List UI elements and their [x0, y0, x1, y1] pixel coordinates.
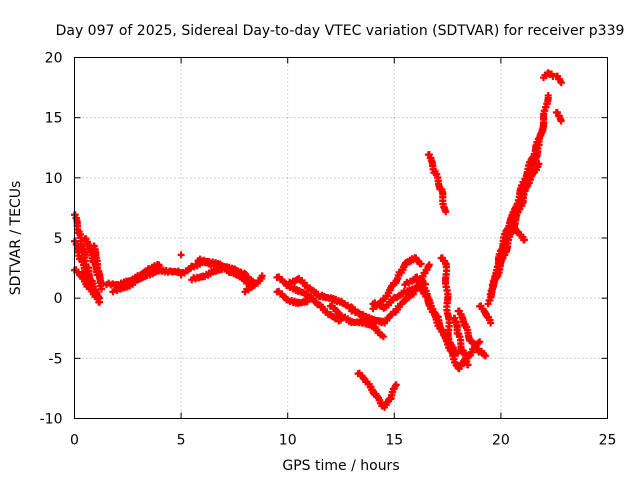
- y-tick-label: -10: [40, 412, 63, 428]
- data-point: [557, 117, 565, 125]
- data-point: [155, 262, 163, 270]
- data-points: [71, 69, 565, 411]
- series-track-35: [354, 369, 400, 411]
- data-point: [535, 160, 543, 168]
- series-track-12: [241, 272, 266, 296]
- y-tick-labels: -10 -5 0 5 10 15 20: [40, 51, 63, 428]
- series-track-29: [488, 120, 547, 289]
- y-axis-label: SDTVAR / TECUs: [8, 181, 24, 296]
- data-point: [520, 236, 528, 244]
- series-track-17: [369, 254, 425, 313]
- data-point: [177, 251, 185, 259]
- data-point: [258, 272, 266, 280]
- series-track-23: [437, 254, 484, 373]
- data-point: [544, 91, 552, 99]
- x-axis-label: GPS time / hours: [282, 458, 399, 474]
- plot-frame: [74, 57, 608, 419]
- data-point: [379, 333, 387, 341]
- y-tick-label: 5: [54, 231, 63, 247]
- y-tick-label: 20: [45, 51, 63, 67]
- series-track-16: [326, 302, 387, 341]
- y-tick-label: 10: [45, 171, 63, 187]
- series-track-22: [424, 151, 450, 216]
- x-tick-label: 15: [385, 433, 403, 449]
- x-tick-label: 25: [599, 433, 617, 449]
- data-point: [481, 352, 489, 360]
- data-point: [304, 296, 312, 304]
- series-track-5: [90, 242, 105, 293]
- data-point: [425, 261, 433, 269]
- series-track-4: [71, 266, 99, 301]
- series-track-33: [552, 72, 565, 87]
- series-track-8: [124, 262, 163, 289]
- series-track-11: [194, 255, 255, 290]
- axis-ticks: [74, 57, 608, 419]
- series-track-21: [401, 274, 459, 359]
- chart-title: Day 097 of 2025, Sidereal Day-to-day VTE…: [56, 23, 625, 39]
- data-point: [392, 381, 400, 389]
- x-tick-label: 0: [70, 433, 79, 449]
- y-tick-label: -5: [49, 351, 63, 367]
- x-tick-label: 20: [492, 433, 510, 449]
- series-track-32: [540, 69, 557, 82]
- x-tick-label: 5: [177, 433, 186, 449]
- data-point: [464, 361, 472, 369]
- data-point: [91, 293, 99, 301]
- data-point: [442, 208, 450, 216]
- data-point: [476, 338, 484, 346]
- series-track-15: [273, 287, 312, 307]
- data-point: [557, 79, 565, 87]
- series-track-34: [552, 108, 565, 125]
- series-track-30: [508, 222, 528, 244]
- series-track-25: [450, 314, 472, 369]
- x-tick-label: 10: [279, 433, 297, 449]
- x-tick-labels: 0 5 10 15 20 25: [70, 433, 616, 449]
- data-point: [539, 120, 547, 128]
- grid-lines: [74, 57, 608, 419]
- data-point: [95, 294, 103, 302]
- data-point: [97, 285, 105, 293]
- series-track-31: [522, 160, 543, 185]
- data-point: [487, 319, 495, 327]
- data-point: [417, 260, 425, 268]
- y-tick-label: 15: [45, 111, 63, 127]
- series-track-24: [454, 307, 489, 360]
- y-tick-label: 0: [54, 291, 63, 307]
- series-track-26: [476, 302, 495, 327]
- series-track-36: [177, 251, 185, 259]
